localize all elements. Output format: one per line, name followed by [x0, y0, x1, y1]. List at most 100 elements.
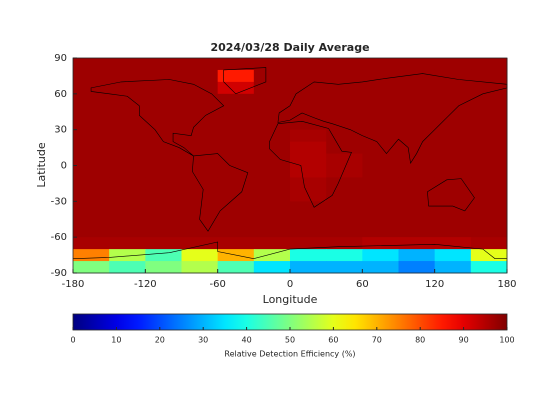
heat-cell — [109, 213, 146, 226]
heat-cell — [181, 189, 219, 202]
heat-cell — [253, 58, 291, 71]
colorbar-tick-label: 10 — [111, 336, 121, 345]
heat-cell — [109, 177, 146, 190]
colorbar-tick-label: 50 — [285, 336, 295, 345]
heat-cell — [290, 261, 327, 274]
heat-cell — [253, 189, 291, 202]
heat-cell — [326, 213, 363, 226]
heat-cell — [290, 153, 327, 166]
heat-cell — [109, 189, 146, 202]
y-tick-label: 30 — [54, 125, 67, 136]
heat-cell — [326, 105, 363, 119]
y-tick-label: -30 — [51, 196, 67, 207]
heat-cell — [362, 237, 399, 250]
heat-cell — [326, 58, 363, 71]
heat-cell — [434, 129, 472, 143]
heat-cell — [145, 69, 182, 83]
heat-cell — [217, 237, 255, 250]
heat-cell — [362, 117, 399, 131]
heat-cell — [326, 165, 363, 178]
heat-cell — [362, 189, 399, 202]
heat-cell — [145, 58, 182, 71]
heat-cell — [109, 58, 146, 71]
heat-cell — [145, 153, 182, 166]
heat-cell — [470, 117, 508, 131]
heat-cell — [326, 201, 363, 214]
heat-cell — [181, 93, 219, 107]
heat-cell — [362, 93, 399, 107]
heat-cell — [290, 201, 327, 214]
heat-cell — [326, 141, 363, 155]
heat-cell — [73, 105, 110, 119]
heat-cell — [253, 165, 291, 178]
heat-cell — [181, 225, 219, 238]
heat-cell — [145, 117, 182, 131]
heat-cell — [253, 93, 291, 107]
heat-cell — [470, 105, 508, 119]
heat-cell — [109, 129, 146, 143]
heat-cell — [326, 261, 363, 274]
heat-cell — [470, 165, 508, 178]
heat-cell — [109, 153, 146, 166]
heat-cell — [145, 177, 182, 190]
heat-cell — [109, 69, 146, 83]
y-tick-label: -60 — [51, 232, 67, 243]
heat-cell — [398, 129, 436, 143]
heat-cell — [362, 81, 399, 95]
heat-cell — [145, 93, 182, 107]
heat-cell — [109, 261, 146, 274]
heat-cell — [217, 141, 255, 155]
heat-cell — [217, 117, 255, 131]
heat-cell — [326, 177, 363, 190]
heat-cell — [434, 58, 472, 71]
heat-cell — [181, 249, 219, 262]
heat-cell — [362, 165, 399, 178]
heat-cell — [398, 261, 436, 274]
heat-cell — [326, 189, 363, 202]
heat-cell — [145, 189, 182, 202]
heat-cell — [109, 141, 146, 155]
heat-cell — [290, 165, 327, 178]
heat-cell — [73, 249, 110, 262]
heat-cell — [470, 153, 508, 166]
heat-cell — [73, 261, 110, 274]
heat-cell — [290, 213, 327, 226]
heat-cell — [398, 81, 436, 95]
heat-cell — [362, 177, 399, 190]
heat-cell — [290, 249, 327, 262]
heat-cell — [217, 225, 255, 238]
heat-cell — [362, 69, 399, 83]
heat-cell — [326, 249, 363, 262]
colorbar-label: Relative Detection Efficiency (%) — [224, 350, 355, 359]
heat-cell — [290, 105, 327, 119]
heat-cell — [362, 225, 399, 238]
x-tick-label: 60 — [356, 279, 369, 290]
heat-cell — [73, 69, 110, 83]
heat-cell — [290, 129, 327, 143]
heat-cell — [73, 129, 110, 143]
heat-cell — [109, 249, 146, 262]
heat-cell — [181, 141, 219, 155]
heat-cell — [362, 153, 399, 166]
heat-cell — [253, 69, 291, 83]
heat-cell — [109, 237, 146, 250]
chart-title: 2024/03/28 Daily Average — [210, 41, 369, 54]
heat-cell — [109, 93, 146, 107]
heat-cell — [470, 261, 508, 274]
heat-cell — [362, 261, 399, 274]
heat-cell — [217, 153, 255, 166]
heat-cell — [217, 261, 255, 274]
heat-cell — [434, 261, 472, 274]
heat-cell — [290, 81, 327, 95]
heat-cell — [109, 105, 146, 119]
heat-cell — [326, 81, 363, 95]
heat-cell — [326, 153, 363, 166]
heat-cell — [217, 165, 255, 178]
heat-cell — [398, 69, 436, 83]
heat-cell — [73, 225, 110, 238]
heat-cell — [398, 165, 436, 178]
heat-cell — [145, 105, 182, 119]
heat-cell — [253, 153, 291, 166]
heat-cell — [290, 93, 327, 107]
heat-cell — [398, 58, 436, 71]
